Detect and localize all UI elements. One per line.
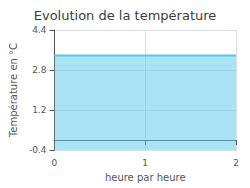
svg-text:heure par heure: heure par heure bbox=[105, 172, 186, 183]
svg-text:1.2: 1.2 bbox=[32, 105, 46, 115]
svg-text:Evolution de la température: Evolution de la température bbox=[34, 8, 217, 23]
svg-text:Température en °C: Température en °C bbox=[8, 43, 19, 138]
svg-text:-0.4: -0.4 bbox=[29, 145, 47, 155]
svg-text:1: 1 bbox=[142, 158, 148, 168]
svg-text:2.8: 2.8 bbox=[32, 65, 47, 75]
svg-text:2: 2 bbox=[233, 158, 239, 168]
svg-text:4.4: 4.4 bbox=[32, 25, 47, 35]
svg-text:0: 0 bbox=[52, 158, 58, 168]
